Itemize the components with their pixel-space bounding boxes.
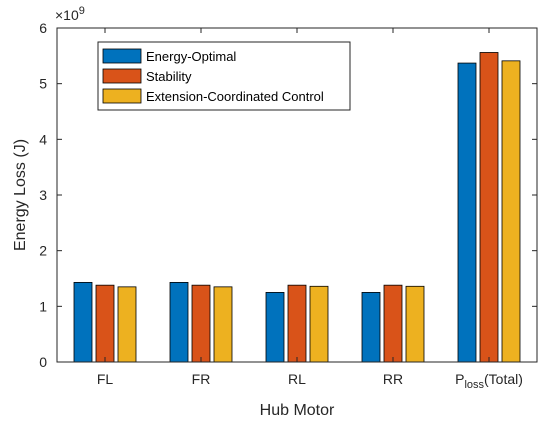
- x-tick-label: RR: [383, 371, 403, 387]
- bar-energy-optimal-3: [361, 292, 381, 363]
- legend-swatch: [102, 88, 142, 104]
- y-axis-exponent: ×109: [55, 5, 85, 23]
- y-tick-label: 1: [39, 298, 47, 314]
- y-tick-label: 0: [39, 354, 47, 370]
- bar-energy-optimal-4: [457, 62, 477, 363]
- bar-extension-coordinated-control-3: [405, 285, 425, 363]
- bar-stability-4: [479, 52, 499, 363]
- y-tick-label: 4: [39, 131, 47, 147]
- y-tick-label: 5: [39, 76, 47, 92]
- legend: Energy-Optimal Stability Extension-Coordin…: [97, 41, 351, 111]
- bar-extension-coordinated-control-2: [309, 285, 329, 363]
- bar-stability-1: [191, 284, 211, 363]
- y-axis-ticks: 0 1 2 3 4 5 6: [39, 20, 537, 370]
- bar-extension-coordinated-control-1: [213, 286, 233, 363]
- bar-stability-3: [383, 284, 403, 363]
- legend-label: Stability: [146, 69, 192, 84]
- legend-swatch: [102, 48, 142, 64]
- legend-label: Energy-Optimal: [146, 49, 236, 64]
- bar-energy-optimal-1: [169, 281, 189, 363]
- x-axis-ticks: FL FR RL RR Ploss(Total): [97, 28, 523, 391]
- x-tick-label: RL: [288, 371, 306, 387]
- bar-extension-coordinated-control-0: [117, 286, 137, 363]
- x-axis-label: Hub Motor: [260, 402, 335, 419]
- legend-label: Extension-Coordinated Control: [146, 89, 324, 104]
- x-tick-label: Ploss(Total): [455, 371, 523, 391]
- bar-energy-optimal-0: [73, 281, 93, 363]
- bar-stability-2: [287, 284, 307, 363]
- y-tick-label: 3: [39, 187, 47, 203]
- x-tick-label: FR: [192, 371, 211, 387]
- y-tick-label: 6: [39, 20, 47, 36]
- bar-energy-optimal-2: [265, 292, 285, 363]
- y-axis-label: Energy Loss (J): [12, 139, 29, 251]
- x-tick-label: FL: [97, 371, 114, 387]
- legend-swatch: [102, 68, 142, 84]
- bar-stability-0: [95, 284, 115, 363]
- bar-extension-coordinated-control-4: [501, 60, 521, 363]
- y-tick-label: 2: [39, 243, 47, 259]
- bars-layer: [73, 52, 521, 363]
